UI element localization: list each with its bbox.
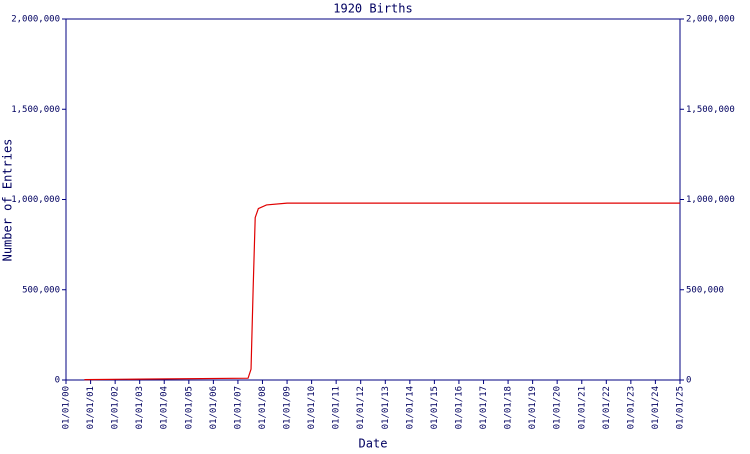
x-tick-label: 01/01/00 [62,386,72,429]
x-tick-label: 01/01/01 [86,386,96,429]
x-tick-label: 01/01/03 [135,386,145,429]
y-tick-label: 0 [55,376,60,386]
x-tick-label: 01/01/07 [233,386,243,429]
x-tick-label: 01/01/02 [111,386,121,429]
y2-tick-label: 1,500,000 [686,105,735,115]
data-line [84,202,680,381]
y-axis-label: Number of Entries [1,139,15,262]
x-tick-label: 01/01/15 [430,386,440,429]
y2-tick-label: 2,000,000 [686,15,735,25]
x-tick-label: 01/01/04 [160,386,170,429]
x-tick-label: 01/01/09 [283,386,293,429]
x-tick-label: 01/01/19 [528,386,538,429]
x-tick-label: 01/01/20 [553,386,563,429]
x-tick-label: 01/01/14 [405,386,415,429]
x-tick-label: 01/01/17 [479,386,489,429]
x-tick-label: 01/01/22 [602,386,612,429]
x-tick-label: 01/01/11 [332,386,342,429]
x-tick-label: 01/01/21 [577,386,587,429]
y2-tick-label: 1,000,000 [686,195,735,205]
y-tick-label: 1,500,000 [11,105,60,115]
x-axis-label: Date [359,437,388,451]
x-tick-label: 01/01/06 [209,386,219,429]
y-tick-label: 1,000,000 [11,195,60,205]
x-tick-label: 01/01/24 [651,386,661,429]
x-tick-label: 01/01/25 [676,386,686,429]
x-tick-label: 01/01/18 [504,386,514,429]
x-tick-label: 01/01/05 [184,386,194,429]
chart-title: 1920 Births [333,2,412,16]
x-tick-label: 01/01/10 [307,386,317,429]
y2-tick-label: 500,000 [686,285,724,295]
y-tick-label: 2,000,000 [11,15,60,25]
x-tick-label: 01/01/13 [381,386,391,429]
x-tick-label: 01/01/23 [626,386,636,429]
y-tick-label: 500,000 [22,285,60,295]
x-tick-label: 01/01/08 [258,386,268,429]
x-tick-label: 01/01/16 [454,386,464,429]
x-tick-label: 01/01/12 [356,386,366,429]
y2-tick-label: 0 [686,376,691,386]
plot-frame [65,18,681,381]
